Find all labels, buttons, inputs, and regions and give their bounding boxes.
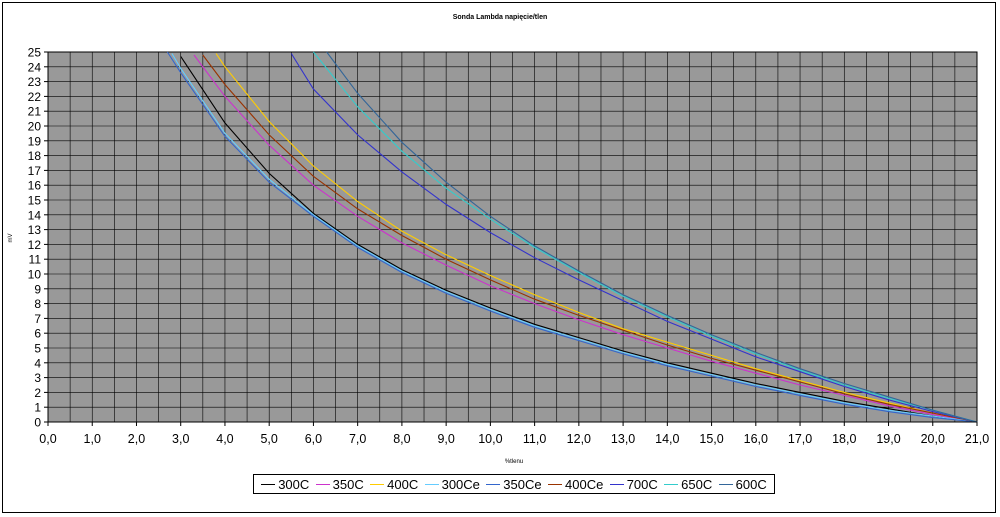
x-tick-label: 17,0 xyxy=(788,432,812,446)
x-tick-label: 18,0 xyxy=(832,432,856,446)
legend-entry-650C: 650C xyxy=(664,477,712,492)
x-axis-label: %tlenu xyxy=(505,459,523,465)
legend-swatch xyxy=(486,483,501,485)
x-tick-label: 2,0 xyxy=(128,432,145,446)
y-tick-label: 4 xyxy=(34,356,41,370)
x-tick-label: 1,0 xyxy=(84,432,101,446)
x-tick-label: 20,0 xyxy=(921,432,945,446)
x-tick-label: 9,0 xyxy=(437,432,454,446)
y-tick-label: 21 xyxy=(28,105,42,119)
y-tick-label: 3 xyxy=(34,371,41,385)
legend-label: 400Ce xyxy=(565,476,604,492)
x-tick-label: 12,0 xyxy=(567,432,591,446)
y-tick-label: 7 xyxy=(34,312,41,326)
x-tick-label: 4,0 xyxy=(216,432,233,446)
legend-swatch xyxy=(261,483,276,485)
y-tick-label: 16 xyxy=(28,179,42,193)
series-line-350Ce xyxy=(166,51,978,423)
legend-label: 300Ce xyxy=(441,476,480,492)
x-tick-label: 6,0 xyxy=(305,432,322,446)
y-tick-label: 15 xyxy=(28,194,42,208)
grid xyxy=(47,51,978,423)
legend-entry-350C: 350C xyxy=(315,476,364,492)
legend: 300C 350C 400C 300Ce 350Ce 400Ce 700C 650C 600C xyxy=(253,474,775,494)
legend-entry-700C: 700C xyxy=(609,476,658,492)
legend-label: 700C xyxy=(626,476,658,492)
y-tick-label: 19 xyxy=(28,134,42,148)
x-tick-label: 10,0 xyxy=(478,432,502,446)
y-tick-label: 20 xyxy=(28,120,42,134)
legend-label: 350C xyxy=(332,476,364,492)
x-tick-label: 13,0 xyxy=(611,432,635,446)
series-line-650C xyxy=(312,51,978,423)
series-line-350C xyxy=(193,54,978,423)
y-tick-label: 0 xyxy=(34,416,41,430)
x-tick-label: 5,0 xyxy=(260,432,277,446)
x-tick-label: 19,0 xyxy=(876,432,900,446)
y-tick-label: 6 xyxy=(34,327,41,341)
legend-entry-400C: 400C xyxy=(370,477,418,492)
y-tick-label: 13 xyxy=(28,223,42,237)
legend-swatch xyxy=(424,483,439,485)
x-tick-label: 15,0 xyxy=(699,432,723,446)
x-tick-label: 7,0 xyxy=(349,432,366,446)
y-tick-label: 9 xyxy=(34,282,41,296)
y-tick-label: 24 xyxy=(28,60,42,74)
y-tick-label: 2 xyxy=(34,386,41,400)
y-tick-label: 11 xyxy=(29,253,42,267)
series-line-300Ce xyxy=(171,53,978,423)
legend-label: 400C xyxy=(387,476,419,492)
legend-label: 300C xyxy=(278,476,310,492)
y-tick-label: 8 xyxy=(34,297,41,311)
series-layer xyxy=(166,51,978,423)
legend-entry-350Ce: 350Ce xyxy=(486,476,542,492)
x-tick-label: 11,0 xyxy=(523,432,546,446)
legend-label: 600C xyxy=(735,476,767,492)
y-tick-label: 18 xyxy=(28,149,42,163)
x-tick-label: 3,0 xyxy=(172,432,189,446)
y-tick-label: 23 xyxy=(28,75,42,89)
legend-label: 650C xyxy=(681,476,713,492)
legend-swatch xyxy=(718,483,733,485)
y-axis-label: mV xyxy=(8,234,14,243)
y-tick-label: 12 xyxy=(28,238,42,252)
y-tick-label: 22 xyxy=(28,90,42,104)
legend-swatch xyxy=(370,483,385,485)
y-tick-label: 17 xyxy=(28,164,42,178)
x-tick-label: 8,0 xyxy=(393,432,410,446)
x-tick-label: 16,0 xyxy=(744,432,768,446)
chart-title: Sonda Lambda napięcie/tlen xyxy=(452,14,548,21)
y-tick-label: 25 xyxy=(28,46,42,60)
x-tick-label: 0,0 xyxy=(39,432,56,446)
x-tick-label: 14,0 xyxy=(655,432,679,446)
y-tick-label: 5 xyxy=(34,342,41,356)
legend-label: 350Ce xyxy=(503,476,542,492)
y-tick-label: 14 xyxy=(28,208,42,222)
series-line-700C xyxy=(290,53,978,423)
legend-entry-400Ce: 400Ce xyxy=(548,477,603,492)
y-tick-label: 1 xyxy=(34,401,41,415)
y-tick-label: 10 xyxy=(28,268,42,282)
legend-swatch xyxy=(664,483,679,485)
axes: 0123456789101112131415161718192021222324… xyxy=(28,46,990,447)
legend-entry-300C: 300C xyxy=(261,477,309,492)
legend-entry-600C: 600C xyxy=(718,476,767,492)
series-line-300C xyxy=(180,56,978,423)
legend-swatch xyxy=(609,483,624,485)
series-line-400Ce xyxy=(202,54,978,423)
legend-swatch xyxy=(548,483,562,485)
series-line-400C xyxy=(215,53,978,423)
series-line-600C xyxy=(326,51,978,423)
legend-entry-300Ce: 300Ce xyxy=(424,476,480,492)
legend-swatch xyxy=(315,483,330,485)
x-tick-label: 21,0 xyxy=(965,432,989,446)
